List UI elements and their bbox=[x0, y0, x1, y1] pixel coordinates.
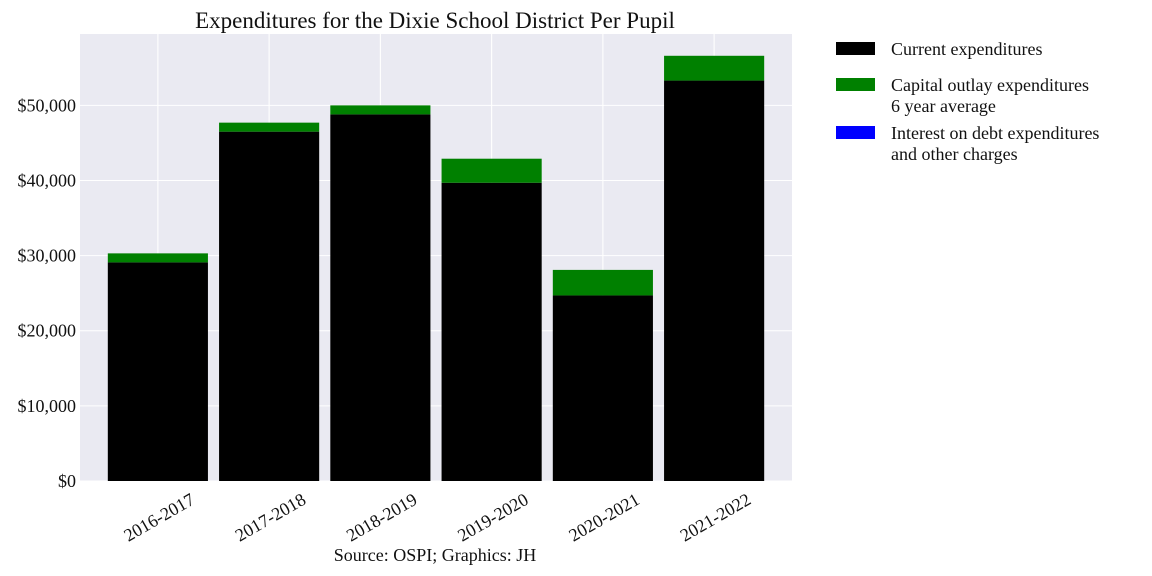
bars bbox=[107, 55, 765, 481]
bar-segment-series-0-2020-2021 bbox=[552, 295, 653, 481]
y-tick-label: $30,000 bbox=[18, 246, 77, 266]
x-axis: 2016-2017 2017-2018 2018-2019 2019-2020 2020… bbox=[120, 489, 754, 545]
bar-segment-series-1-2017-2018 bbox=[219, 122, 320, 132]
legend-label: Capital outlay expenditures 6 year averag… bbox=[891, 75, 1089, 116]
x-tick-label: 2016-2017 bbox=[120, 489, 198, 545]
chart-title: Expenditures for the Dixie School Distri… bbox=[195, 8, 675, 33]
y-axis: $0 $10,000 $20,000 $30,000 $40,000 $50,000 bbox=[18, 95, 77, 491]
y-tick-label: $50,000 bbox=[18, 95, 77, 115]
x-axis-label: Source: OSPI; Graphics: JH bbox=[334, 545, 536, 565]
legend-entry: Current expenditures bbox=[836, 39, 1042, 59]
bar-segment-series-0-2016-2017 bbox=[107, 262, 208, 481]
y-tick-label: $20,000 bbox=[18, 321, 77, 341]
bar-segment-series-1-2021-2022 bbox=[664, 55, 765, 81]
legend-swatch bbox=[836, 126, 875, 139]
legend-entry: Capital outlay expenditures 6 year averag… bbox=[836, 75, 1089, 116]
bar-segment-series-1-2016-2017 bbox=[107, 253, 208, 263]
legend: Current expenditures Capital outlay expen… bbox=[836, 39, 1099, 164]
bar-segment-series-1-2018-2019 bbox=[330, 105, 431, 115]
legend-label: Interest on debt expenditures and other c… bbox=[891, 123, 1099, 164]
y-tick-label: $40,000 bbox=[18, 170, 77, 190]
bar-segment-series-0-2018-2019 bbox=[330, 114, 431, 481]
x-tick-label: 2019-2020 bbox=[454, 489, 532, 545]
legend-swatch bbox=[836, 42, 875, 55]
legend-label: Current expenditures bbox=[891, 39, 1042, 59]
x-tick-label: 2017-2018 bbox=[232, 489, 310, 545]
y-tick-label: $10,000 bbox=[18, 396, 77, 416]
x-tick-label: 2020-2021 bbox=[565, 489, 643, 545]
legend-entry: Interest on debt expenditures and other c… bbox=[836, 123, 1099, 164]
bar-segment-series-1-2020-2021 bbox=[552, 269, 653, 296]
bar-segment-series-0-2021-2022 bbox=[664, 80, 765, 481]
bar-segment-series-1-2019-2020 bbox=[441, 158, 542, 183]
bar-segment-series-0-2019-2020 bbox=[441, 182, 542, 481]
x-tick-label: 2018-2019 bbox=[343, 489, 421, 545]
x-tick-label: 2021-2022 bbox=[677, 489, 755, 545]
y-tick-label: $0 bbox=[58, 471, 76, 491]
bar-segment-series-0-2017-2018 bbox=[219, 131, 320, 481]
legend-swatch bbox=[836, 78, 875, 91]
